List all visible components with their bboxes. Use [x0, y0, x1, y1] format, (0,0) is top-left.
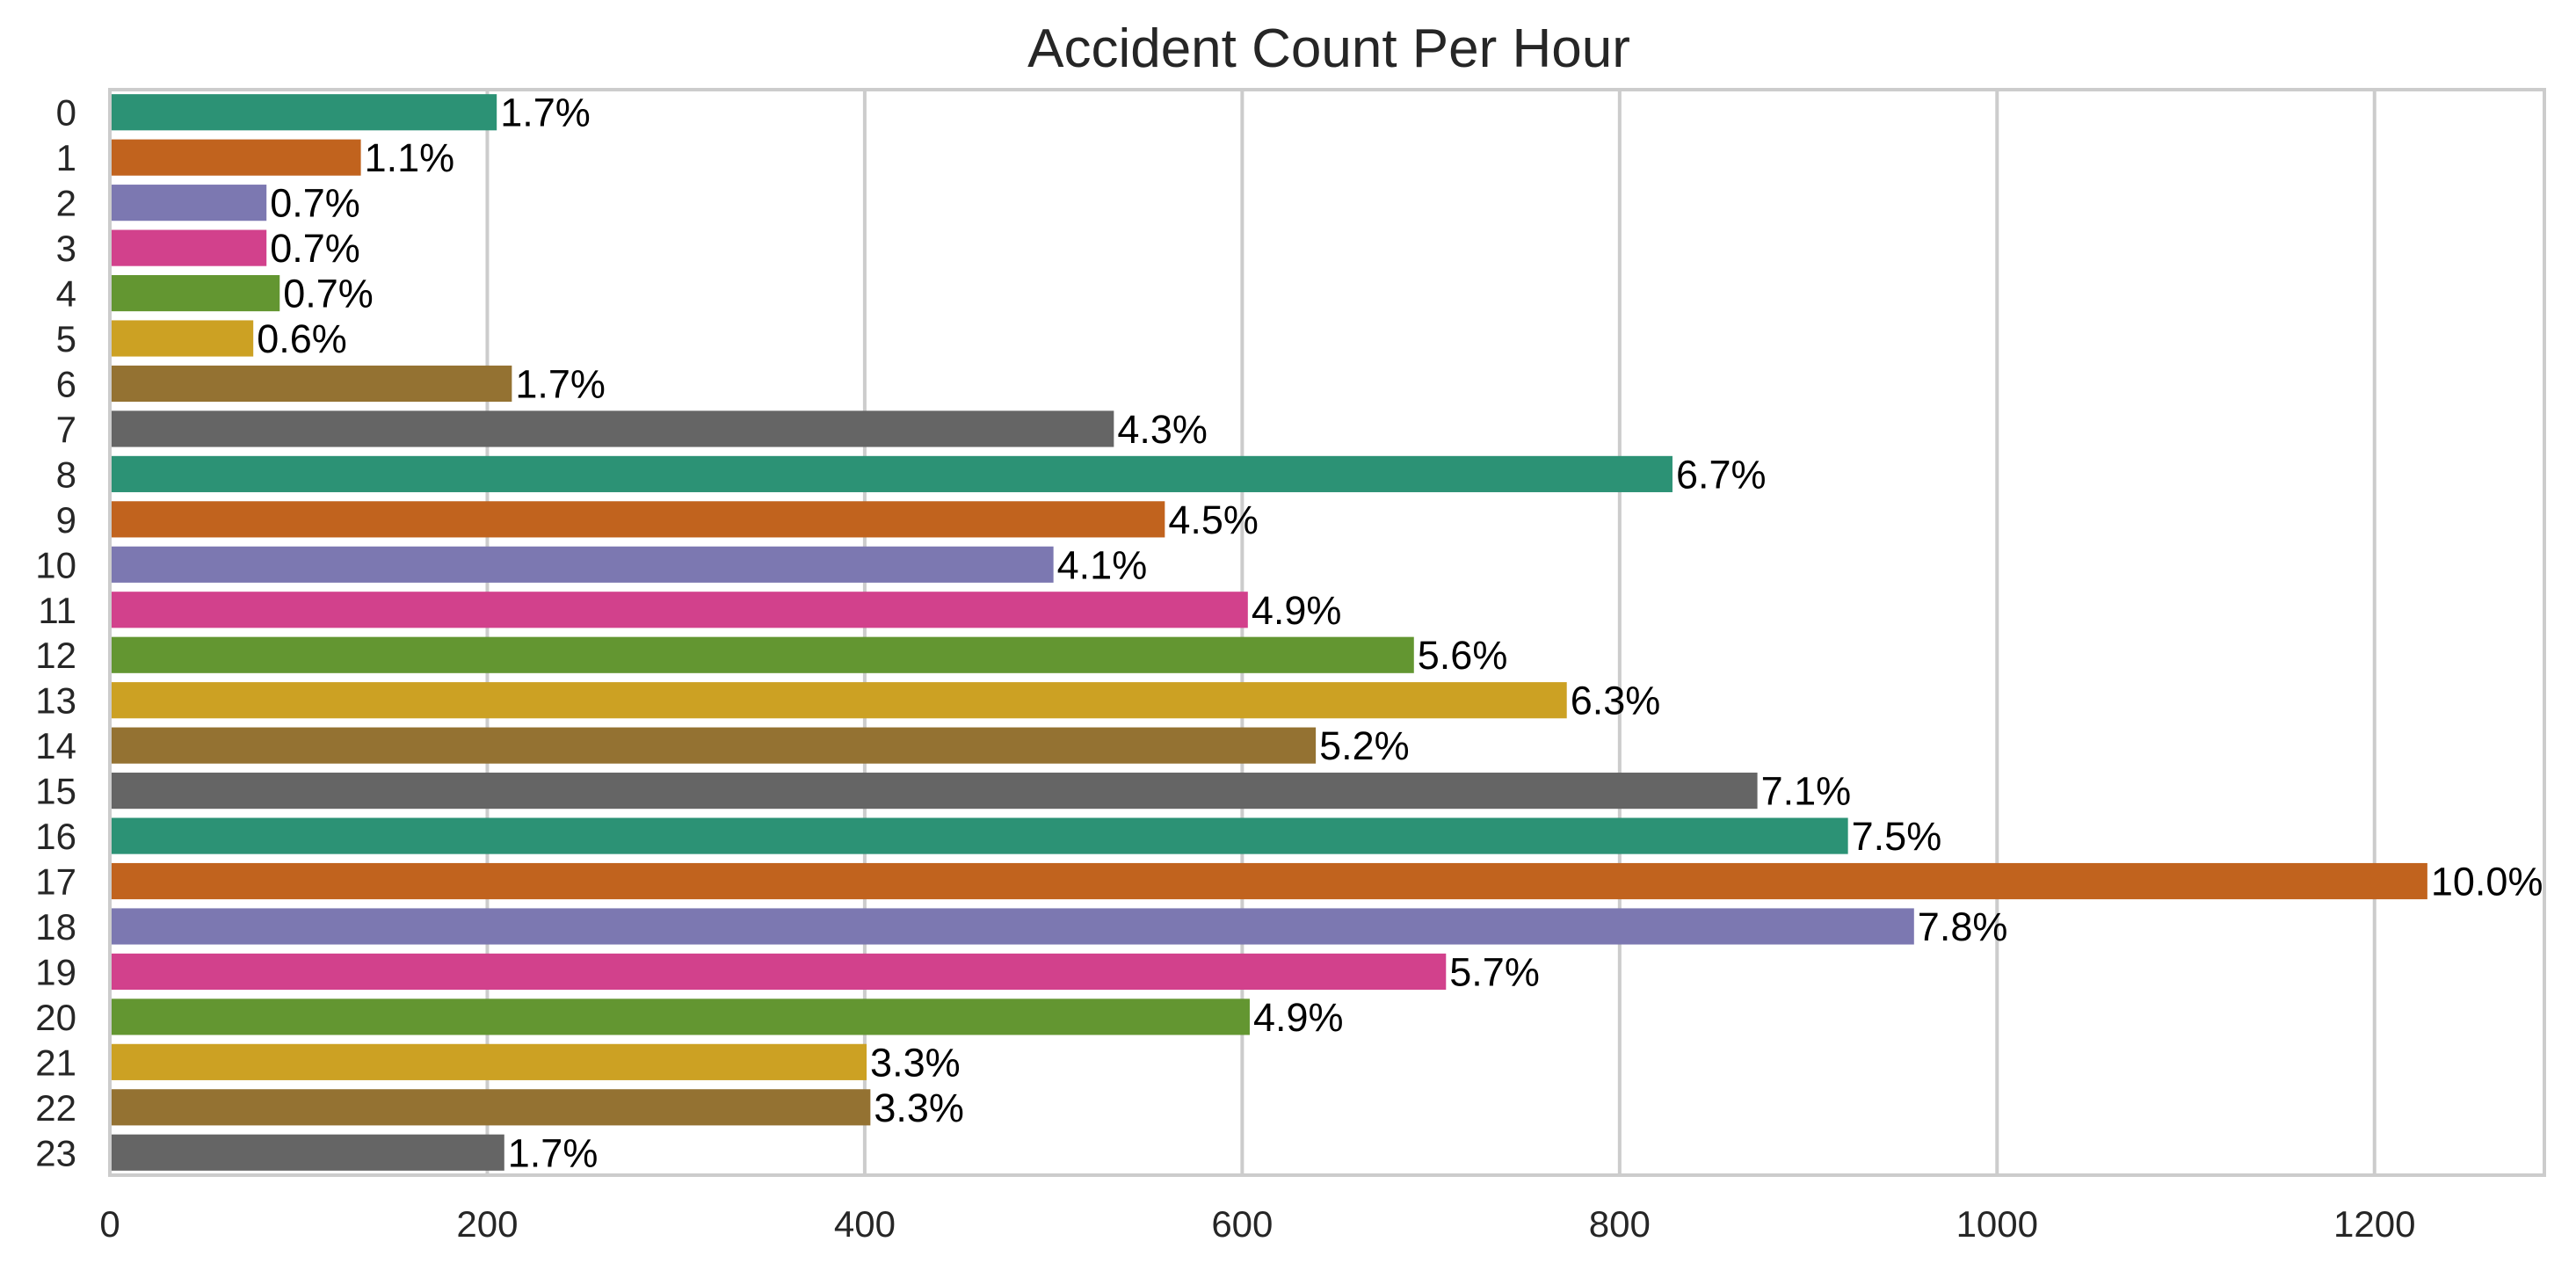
x-tick-label: 1000: [1956, 1203, 2038, 1245]
chart-title: Accident Count Per Hour: [1027, 18, 1630, 79]
bar: [110, 185, 267, 221]
y-tick-label: 19: [35, 951, 76, 992]
y-tick-label: 8: [56, 454, 76, 495]
y-tick-label: 16: [35, 816, 76, 857]
bar: [110, 94, 497, 131]
bar: [110, 908, 1914, 945]
bar-value-label: 1.7%: [508, 1130, 599, 1175]
bar-value-label: 4.3%: [1117, 407, 1208, 452]
x-tick-label: 0: [99, 1203, 120, 1245]
plot-frame: [108, 88, 2546, 1177]
bar-value-label: 4.1%: [1057, 542, 1148, 587]
y-tick-label: 3: [56, 228, 76, 269]
bar: [110, 1089, 871, 1126]
bar-value-label: 6.3%: [1571, 679, 1661, 723]
y-tick-label: 13: [35, 680, 76, 722]
y-tick-label: 2: [56, 183, 76, 224]
bar: [110, 817, 1848, 854]
bar: [110, 773, 1758, 810]
bar: [110, 953, 1447, 991]
y-tick-label: 5: [56, 318, 76, 359]
bar: [110, 365, 512, 403]
bar-value-label: 4.9%: [1253, 995, 1344, 1040]
y-tick-label: 14: [35, 725, 76, 766]
y-tick-label: 17: [35, 861, 76, 903]
bar-value-label: 1.1%: [365, 135, 455, 180]
bar-value-label: 0.7%: [283, 272, 374, 316]
bar-value-label: 5.2%: [1319, 723, 1410, 768]
data-labels: 1.7%1.1%0.7%0.7%0.7%0.6%1.7%4.3%6.7%4.5%…: [257, 91, 2543, 1176]
x-tick-label: 800: [1589, 1203, 1651, 1245]
y-tick-label: 22: [35, 1087, 76, 1129]
bar: [110, 229, 267, 266]
y-tick-label: 12: [35, 635, 76, 676]
bar: [110, 320, 254, 357]
bar-value-label: 0.6%: [257, 316, 347, 361]
bar-value-label: 5.6%: [1418, 633, 1508, 678]
bar-value-label: 10.0%: [2431, 860, 2543, 904]
bar-value-label: 1.7%: [515, 361, 606, 406]
x-axis-ticks: 0 200 400 600 800 1000 1200: [99, 1203, 2415, 1245]
x-tick-label: 400: [834, 1203, 896, 1245]
bar-value-label: 0.7%: [270, 181, 360, 226]
bar-value-label: 4.5%: [1168, 497, 1259, 542]
bar-value-label: 3.3%: [874, 1086, 964, 1130]
bar: [110, 455, 1673, 492]
y-tick-label: 7: [56, 409, 76, 450]
bar: [110, 862, 2427, 900]
y-tick-label: 0: [56, 92, 76, 134]
y-tick-label: 18: [35, 906, 76, 948]
bar: [110, 592, 1248, 628]
bar-value-label: 7.8%: [1918, 904, 2008, 949]
bar-value-label: 0.7%: [270, 226, 360, 271]
y-tick-label: 23: [35, 1132, 76, 1173]
x-tick-label: 600: [1211, 1203, 1273, 1245]
bar-value-label: 7.5%: [1852, 814, 1942, 859]
bar-value-label: 5.7%: [1449, 949, 1540, 994]
bar: [110, 998, 1250, 1035]
y-tick-label: 21: [35, 1042, 76, 1083]
y-tick-label: 11: [38, 590, 76, 631]
x-tick-label: 1200: [2333, 1203, 2415, 1245]
bars: [110, 94, 2427, 1171]
x-tick-label: 200: [456, 1203, 518, 1245]
gridlines: [485, 90, 2376, 1175]
bar: [110, 1134, 504, 1171]
bar: [110, 682, 1567, 719]
y-tick-label: 6: [56, 363, 76, 404]
bar-value-label: 7.1%: [1761, 769, 1852, 814]
bar: [110, 546, 1054, 583]
bar: [110, 410, 1114, 447]
bar-value-label: 1.7%: [500, 91, 591, 135]
bar-value-label: 4.9%: [1252, 588, 1342, 633]
bar: [110, 1043, 867, 1080]
bar: [110, 501, 1165, 538]
bar-value-label: 6.7%: [1676, 452, 1767, 497]
bar: [110, 139, 361, 176]
y-tick-label: 10: [35, 544, 76, 585]
y-tick-label: 9: [56, 499, 76, 541]
y-tick-label: 15: [35, 771, 76, 812]
y-tick-label: 1: [56, 137, 76, 178]
bar: [110, 636, 1414, 673]
bar-value-label: 3.3%: [870, 1040, 961, 1085]
y-tick-label: 20: [35, 997, 76, 1038]
y-tick-label: 4: [56, 273, 76, 315]
bar: [110, 274, 280, 312]
bar: [110, 727, 1317, 764]
